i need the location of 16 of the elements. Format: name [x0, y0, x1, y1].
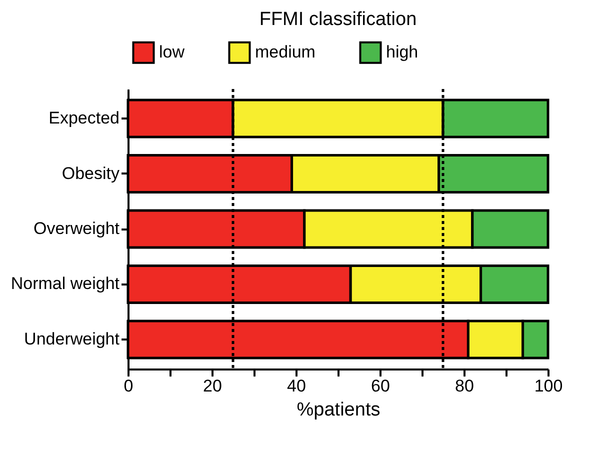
y-tick-label: Underweight: [24, 329, 120, 348]
x-axis-title: %patients: [296, 400, 380, 420]
y-tick-label: Normal weight: [10, 274, 120, 294]
x-tick-label: 60: [371, 376, 390, 396]
legend-label: medium: [255, 42, 316, 62]
chart-title: FFMI classification: [259, 9, 417, 30]
legend-label: low: [159, 42, 186, 62]
x-tick-label: 100: [534, 376, 563, 396]
x-tick-label: 20: [203, 376, 222, 396]
legend-label: high: [386, 42, 418, 62]
x-tick-label: 80: [455, 376, 474, 396]
y-tick-label: Obesity: [62, 164, 120, 183]
y-tick-label: Overweight: [34, 219, 120, 238]
x-tick-label: 40: [287, 376, 306, 396]
x-tick-label: 0: [124, 376, 134, 396]
y-tick-label: Expected: [48, 108, 120, 128]
